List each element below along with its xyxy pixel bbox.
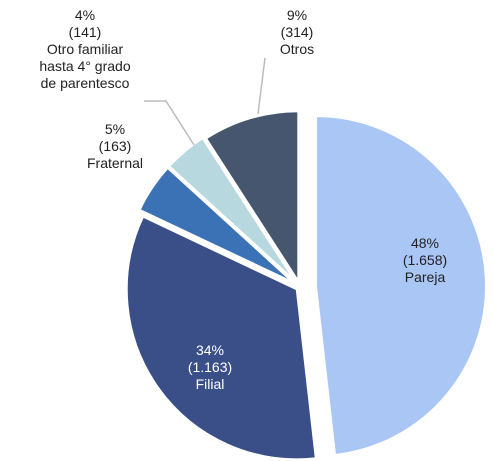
category-label: Fraternal bbox=[87, 155, 143, 171]
category-label-line: hasta 4° grado bbox=[39, 58, 130, 74]
category-label: Otro familiar hasta 4° grado de parentesco bbox=[39, 41, 130, 91]
percent-label: 5% bbox=[105, 121, 125, 137]
category-label-line: Otro familiar bbox=[47, 41, 124, 57]
value-label: (1.658) bbox=[403, 252, 447, 268]
category-label-line: de parentesco bbox=[41, 75, 130, 91]
value-label: (141) bbox=[69, 24, 102, 40]
pie-slice bbox=[138, 166, 295, 284]
percent-label: 9% bbox=[287, 7, 307, 23]
category-label: Filial bbox=[196, 376, 225, 392]
leader-line bbox=[257, 57, 266, 115]
value-label: (163) bbox=[99, 138, 132, 154]
pie-slice bbox=[125, 215, 317, 461]
percent-label: 34% bbox=[196, 342, 224, 358]
value-label: (314) bbox=[281, 24, 314, 40]
category-label: Otros bbox=[280, 41, 314, 57]
percent-label: 48% bbox=[411, 235, 439, 251]
pie-slice bbox=[204, 110, 300, 285]
pie-slice bbox=[314, 115, 487, 457]
pie bbox=[125, 110, 487, 461]
leader-line bbox=[144, 100, 195, 146]
category-label: Pareja bbox=[405, 269, 446, 285]
percent-label: 4% bbox=[75, 7, 95, 23]
value-label: (1.163) bbox=[188, 359, 232, 375]
pie-slice bbox=[167, 136, 296, 282]
